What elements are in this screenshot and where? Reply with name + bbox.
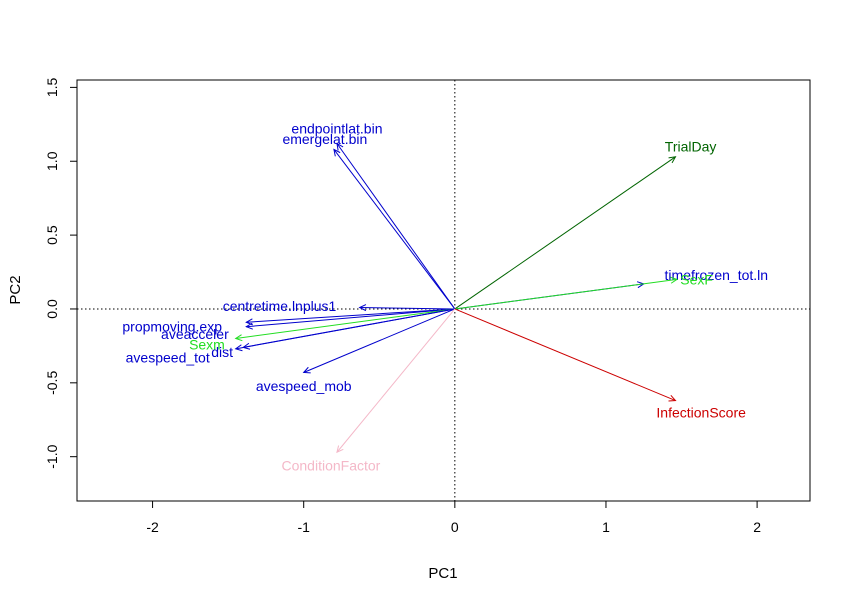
- vector-label: dist: [211, 344, 233, 360]
- arrow-head: [234, 334, 243, 342]
- vector-label: SexF: [680, 271, 713, 287]
- loading-vector: centretime.lnplus1: [223, 298, 455, 314]
- arrow-head: [234, 344, 243, 352]
- vector-line: [336, 308, 456, 453]
- x-tick-label: 0: [451, 519, 459, 535]
- loading-vector: InfectionScore: [454, 308, 746, 420]
- arrow-head: [670, 276, 679, 284]
- vector-label: Sexm: [189, 336, 225, 352]
- vector-label: centretime.lnplus1: [223, 298, 337, 314]
- y-tick-label: 0.0: [44, 299, 60, 319]
- vector-label: timefrozen_tot.ln: [665, 267, 769, 283]
- arrow-head: [333, 148, 341, 157]
- x-axis: -2 -1 0 1 2: [146, 501, 761, 535]
- vector-line: [246, 308, 455, 323]
- loading-vector: endpointlat.bin: [291, 121, 456, 310]
- y-axis-title: PC2: [7, 275, 24, 304]
- y-tick-label: -1.0: [44, 444, 60, 468]
- loading-vector: emergelat.bin: [282, 131, 456, 310]
- y-axis: -1.0 -0.5 0.0 0.5 1.0 1.5: [44, 77, 77, 469]
- vector-line: [454, 278, 678, 310]
- vector-line: [235, 308, 455, 350]
- arrow-head: [302, 366, 311, 374]
- vector-line: [336, 143, 456, 310]
- vector-line: [235, 308, 455, 340]
- vector-label: InfectionScore: [656, 404, 746, 420]
- vector-label: ConditionFactor: [281, 458, 380, 474]
- vector-label: propmoving.exp: [122, 319, 222, 335]
- loading-vector: TrialDay: [454, 138, 717, 310]
- vector-line: [454, 308, 676, 402]
- vector-line: [359, 306, 455, 310]
- plot-frame: [76, 79, 811, 502]
- x-axis-title: PC1: [428, 565, 457, 582]
- loading-vector: ConditionFactor: [281, 308, 456, 474]
- arrow-head: [245, 322, 253, 330]
- x-tick-label: 2: [753, 519, 761, 535]
- vector-label: aveacceler: [161, 326, 229, 342]
- vector-label: TrialDay: [665, 138, 717, 154]
- arrow-head: [668, 394, 677, 402]
- y-tick-label: -0.5: [44, 371, 60, 395]
- loading-vector: SexF: [454, 271, 713, 310]
- vector-line: [333, 149, 456, 310]
- arrow-head: [358, 304, 367, 312]
- vector-label: avespeed_mob: [256, 378, 352, 394]
- loading-vector: avespeed_tot: [126, 308, 455, 366]
- x-tick-label: -1: [297, 519, 310, 535]
- arrow-head: [336, 142, 344, 151]
- y-tick-label: 0.5: [44, 225, 60, 245]
- vector-line: [246, 308, 455, 328]
- arrow-head: [668, 156, 677, 164]
- loading-vector: propmoving.exp: [122, 308, 455, 335]
- loading-vector: aveacceler: [161, 308, 455, 342]
- vector-label: avespeed_tot: [126, 350, 210, 366]
- y-tick-label: 1.0: [44, 151, 60, 171]
- loading-vector: avespeed_mob: [256, 308, 456, 394]
- vector-label: emergelat.bin: [282, 131, 367, 147]
- y-tick-label: 1.5: [44, 77, 60, 97]
- vector-label: endpointlat.bin: [291, 121, 382, 137]
- vector-line: [454, 156, 676, 310]
- arrow-head: [336, 445, 344, 454]
- loading-vector: Sexm: [189, 308, 455, 352]
- vector-line: [303, 308, 456, 373]
- x-tick-label: 1: [602, 519, 610, 535]
- x-tick-label: -2: [146, 519, 159, 535]
